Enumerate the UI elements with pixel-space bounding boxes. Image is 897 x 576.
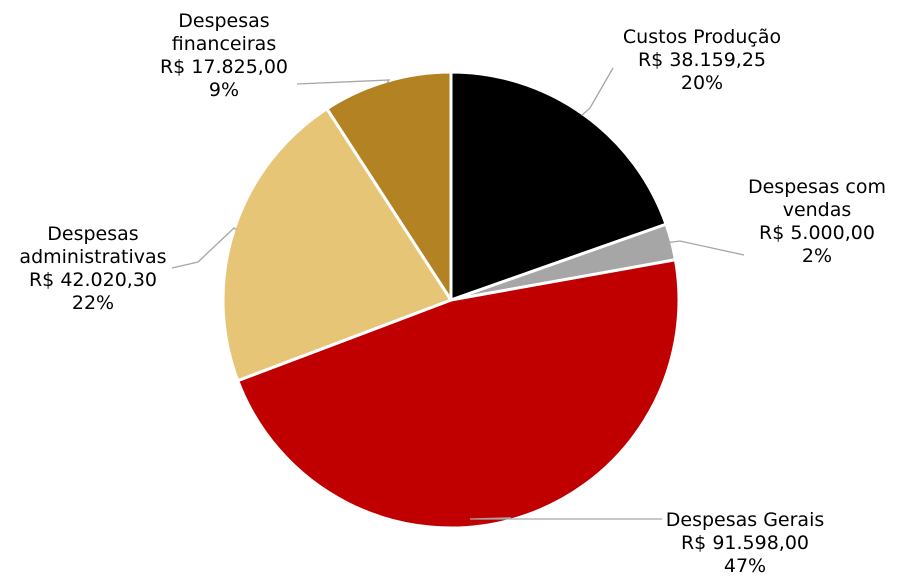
leader-line-custos-producao xyxy=(581,67,614,117)
data-label-despesas-administrativas: Despesas administrativas R$ 42.020,30 22% xyxy=(19,223,166,314)
leader-line-despesas-gerais xyxy=(469,517,662,520)
data-label-custos-producao: Custos Produção R$ 38.159,25 20% xyxy=(623,26,781,94)
data-label-despesas-gerais: Despesas Gerais R$ 91.598,00 47% xyxy=(666,509,825,576)
data-labels: Custos Produção R$ 38.159,25 20% Despesas c… xyxy=(19,10,886,576)
data-label-despesas-com-vendas: Despesas com vendas R$ 5.000,00 2% xyxy=(748,176,886,267)
pie-slices xyxy=(221,70,681,530)
leader-line-despesas-financeiras xyxy=(296,79,391,85)
pie-slice-despesas-gerais xyxy=(236,258,681,530)
pie-slice-despesas-financeiras xyxy=(325,70,453,302)
leader-line-despesas-com-vendas xyxy=(669,240,745,256)
leader-lines xyxy=(171,67,745,520)
leader-line-despesas-administrativas xyxy=(171,227,237,269)
data-label-despesas-financeiras: Despesas financeiras R$ 17.825,00 9% xyxy=(160,10,288,101)
